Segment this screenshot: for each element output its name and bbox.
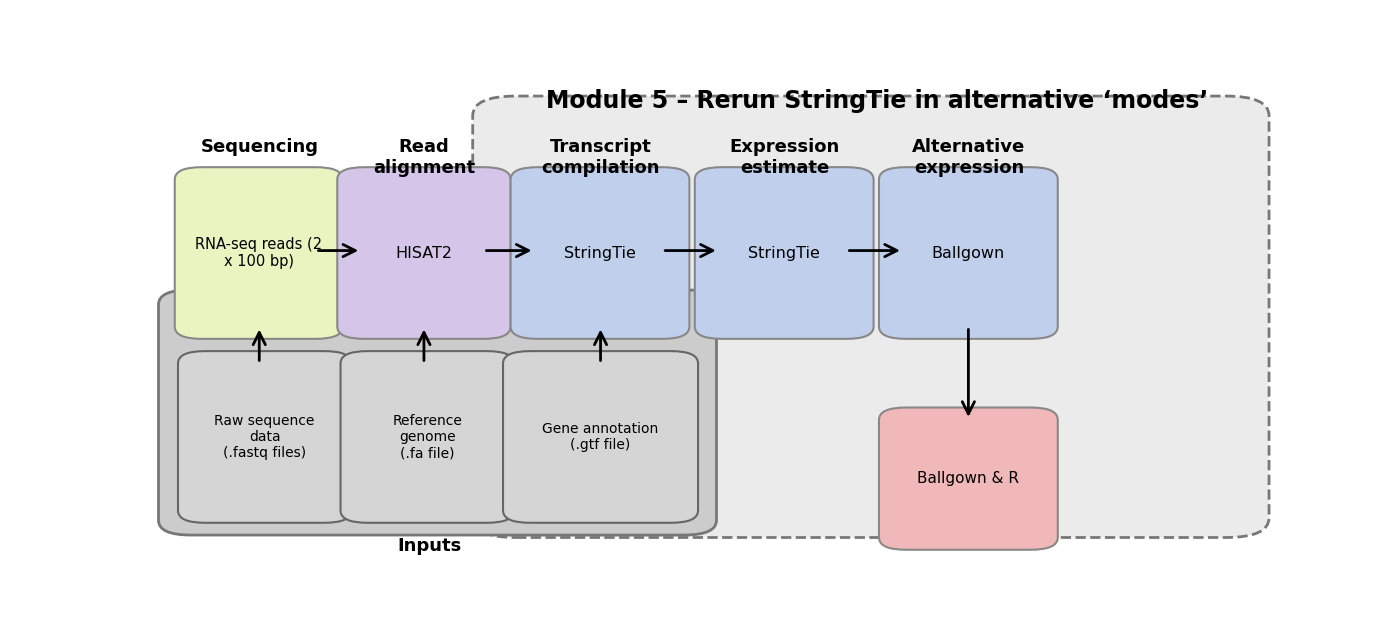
FancyBboxPatch shape	[510, 167, 689, 339]
Text: Alternative
expression: Alternative expression	[913, 138, 1026, 176]
FancyBboxPatch shape	[879, 408, 1058, 550]
Text: Transcript
compilation: Transcript compilation	[541, 138, 660, 176]
FancyBboxPatch shape	[337, 167, 510, 339]
Text: Sequencing: Sequencing	[200, 138, 319, 156]
Text: Read
alignment: Read alignment	[373, 138, 475, 176]
FancyBboxPatch shape	[473, 96, 1269, 538]
Text: HISAT2: HISAT2	[396, 245, 453, 261]
Text: StringTie: StringTie	[748, 245, 821, 261]
Text: Expression
estimate: Expression estimate	[730, 138, 840, 176]
Text: Inputs: Inputs	[397, 536, 461, 555]
FancyBboxPatch shape	[879, 167, 1058, 339]
Text: Raw sequence
data
(.fastq files): Raw sequence data (.fastq files)	[214, 414, 315, 460]
Text: Gene annotation
(.gtf file): Gene annotation (.gtf file)	[542, 422, 658, 452]
FancyBboxPatch shape	[158, 290, 717, 535]
Text: StringTie: StringTie	[563, 245, 636, 261]
Text: RNA-seq reads (2
x 100 bp): RNA-seq reads (2 x 100 bp)	[196, 237, 323, 269]
Text: Ballgown & R: Ballgown & R	[917, 471, 1019, 486]
FancyBboxPatch shape	[341, 351, 514, 523]
FancyBboxPatch shape	[178, 351, 351, 523]
Text: Ballgown: Ballgown	[931, 245, 1005, 261]
FancyBboxPatch shape	[695, 167, 874, 339]
Text: Module 5 – Rerun StringTie in alternative ‘modes’: Module 5 – Rerun StringTie in alternativ…	[545, 89, 1208, 113]
Text: Reference
genome
(.fa file): Reference genome (.fa file)	[393, 414, 463, 460]
FancyBboxPatch shape	[503, 351, 698, 523]
FancyBboxPatch shape	[175, 167, 343, 339]
